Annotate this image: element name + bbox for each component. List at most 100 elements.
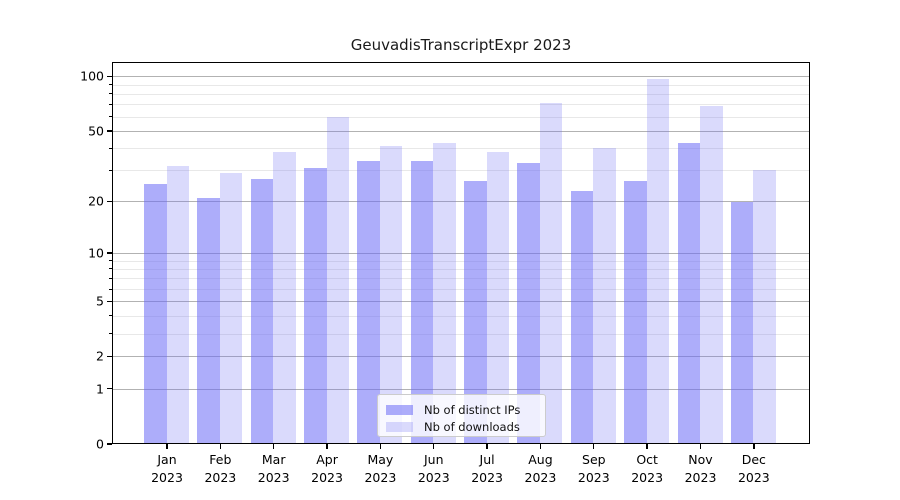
gridline-minor bbox=[112, 268, 810, 270]
bar-distinct-ips-feb bbox=[197, 197, 220, 444]
gridline-minor bbox=[112, 289, 810, 290]
gridline-minor bbox=[112, 260, 810, 262]
bar-layer bbox=[112, 62, 810, 444]
legend-swatch-distinct-ips bbox=[386, 404, 413, 415]
y-minor-tick-mark bbox=[109, 288, 112, 290]
gridline-major bbox=[112, 253, 810, 254]
y-minor-tick-mark bbox=[109, 315, 112, 317]
x-tick-mark bbox=[379, 444, 382, 449]
bar-downloads-jul bbox=[486, 152, 510, 444]
gridline-minor bbox=[112, 116, 810, 118]
x-tick-label: Nov 2023 bbox=[684, 452, 717, 485]
x-tick-mark bbox=[753, 444, 755, 449]
legend-item-distinct-ips: Nb of distinct IPs bbox=[386, 401, 537, 418]
y-minor-tick-mark bbox=[109, 260, 112, 262]
x-tick-label: Jul 2023 bbox=[471, 452, 503, 485]
x-tick-mark bbox=[646, 444, 648, 449]
bar-distinct-ips-may bbox=[357, 160, 380, 444]
bar-downloads-feb bbox=[219, 173, 243, 444]
y-tick-label: 50 bbox=[88, 123, 104, 139]
x-tick-label: Jan 2023 bbox=[151, 452, 183, 485]
legend-swatch-downloads bbox=[386, 421, 413, 432]
x-tick-label: Feb 2023 bbox=[204, 452, 237, 485]
y-tick-label: 100 bbox=[80, 68, 104, 84]
x-tick-label: Sep 2023 bbox=[577, 452, 610, 485]
gridline-major bbox=[112, 388, 810, 390]
y-tick-label: 5 bbox=[96, 293, 104, 309]
y-tick-mark bbox=[107, 130, 112, 132]
y-tick-mark bbox=[107, 388, 112, 390]
x-tick-mark bbox=[593, 444, 595, 449]
bar-distinct-ips-jun bbox=[410, 160, 434, 444]
y-tick-label: 10 bbox=[88, 245, 104, 261]
bar-distinct-ips-aug bbox=[517, 163, 540, 444]
x-tick-mark bbox=[219, 444, 222, 449]
y-minor-tick-mark bbox=[109, 268, 112, 270]
x-tick-mark bbox=[539, 444, 542, 449]
grid-layer bbox=[112, 62, 810, 444]
bar-distinct-ips-oct bbox=[624, 181, 647, 444]
bar-downloads-aug bbox=[539, 103, 563, 444]
x-tick-label: Aug 2023 bbox=[524, 452, 557, 485]
y-minor-tick-mark bbox=[109, 84, 112, 86]
x-tick-mark bbox=[273, 444, 275, 449]
y-tick-mark bbox=[107, 200, 112, 203]
gridline-major bbox=[112, 356, 810, 358]
bar-downloads-mar bbox=[273, 152, 296, 444]
gridline-minor bbox=[112, 333, 810, 335]
bar-downloads-sep bbox=[593, 148, 616, 444]
y-tick-mark bbox=[107, 355, 112, 358]
y-minor-tick-mark bbox=[109, 93, 112, 95]
y-tick-mark bbox=[107, 252, 112, 254]
gridline-minor bbox=[112, 170, 810, 172]
gridline-major bbox=[112, 130, 810, 132]
y-tick-label: 0 bbox=[96, 436, 104, 452]
bar-downloads-may bbox=[379, 146, 403, 444]
bar-distinct-ips-dec bbox=[730, 201, 754, 444]
y-tick-label: 20 bbox=[88, 193, 104, 209]
gridline-major bbox=[112, 76, 810, 78]
bar-distinct-ips-mar bbox=[250, 178, 274, 444]
gridline-minor bbox=[112, 278, 810, 280]
bar-distinct-ips-jul bbox=[464, 181, 487, 444]
bar-downloads-oct bbox=[646, 78, 670, 444]
bar-downloads-jan bbox=[166, 165, 189, 444]
x-tick-mark bbox=[326, 444, 328, 449]
gridline-minor bbox=[112, 93, 810, 95]
y-tick-label: 1 bbox=[96, 381, 104, 397]
legend-label-downloads: Nb of downloads bbox=[424, 419, 520, 434]
plot-area bbox=[112, 62, 810, 444]
gridline-minor bbox=[112, 148, 810, 150]
legend: Nb of distinct IPs Nb of downloads bbox=[377, 394, 546, 437]
y-minor-tick-mark bbox=[109, 103, 112, 105]
y-minor-tick-mark bbox=[109, 116, 112, 118]
gridline-minor bbox=[112, 104, 810, 106]
y-tick-mark bbox=[107, 300, 112, 302]
bar-downloads-dec bbox=[753, 170, 776, 444]
x-tick-label: Jun 2023 bbox=[417, 452, 450, 485]
gridline-major bbox=[112, 201, 810, 203]
chart-title: GeuvadisTranscriptExpr 2023 bbox=[350, 36, 572, 54]
y-minor-tick-mark bbox=[109, 169, 112, 171]
x-tick-label: May 2023 bbox=[364, 452, 397, 485]
gridline-minor bbox=[112, 315, 810, 317]
y-tick-mark bbox=[107, 443, 112, 445]
legend-item-downloads: Nb of downloads bbox=[386, 418, 537, 435]
gridline-major bbox=[112, 301, 810, 303]
x-tick-mark bbox=[166, 444, 168, 449]
x-tick-label: Dec 2023 bbox=[737, 452, 770, 485]
y-minor-tick-mark bbox=[109, 333, 112, 335]
x-tick-label: Mar 2023 bbox=[257, 452, 290, 485]
bar-downloads-apr bbox=[326, 116, 350, 444]
bar-distinct-ips-sep bbox=[570, 190, 594, 444]
y-tick-mark bbox=[107, 75, 112, 78]
bar-distinct-ips-apr bbox=[304, 167, 327, 444]
bar-downloads-nov bbox=[700, 105, 723, 444]
bar-distinct-ips-nov bbox=[677, 142, 700, 444]
x-tick-mark bbox=[433, 444, 435, 449]
x-tick-label: Oct 2023 bbox=[631, 452, 664, 485]
bar-distinct-ips-jan bbox=[144, 184, 167, 444]
gridline-minor bbox=[112, 84, 810, 86]
bar-downloads-jun bbox=[433, 142, 456, 444]
